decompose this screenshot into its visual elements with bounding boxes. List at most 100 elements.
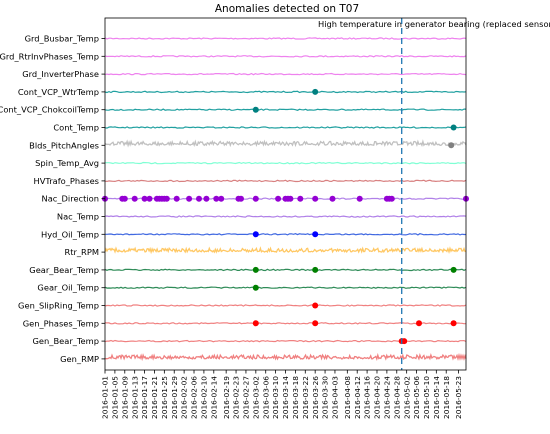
x-tick-label: 2016-03-30 [321, 376, 330, 419]
anomaly-point-nac-direction [218, 195, 225, 202]
y-tick-label: Gen_RMP [60, 354, 99, 364]
anomaly-point-nac-direction [213, 195, 220, 202]
series-line-hvtrafo-phases [104, 179, 467, 183]
anomaly-point-gen-phases-temp [312, 320, 319, 327]
x-tick-label: 2016-04-08 [343, 376, 352, 419]
x-tick-label: 2016-01-01 [101, 376, 110, 419]
x-tick-label: 2016-01-13 [130, 376, 139, 419]
series-line-spin-temp-avg [104, 161, 467, 165]
y-tick-label: Gen_Bear_Temp [33, 336, 100, 346]
anomaly-point-nac-direction [121, 195, 128, 202]
x-tick-label: 2016-02-14 [209, 376, 218, 419]
x-tick-label: 2016-04-03 [331, 376, 340, 419]
x-tick-labels: 2016-01-01 2016-01-05 2016-01-09 2016-01-13… [101, 376, 464, 419]
anomaly-point-gen-bear-temp [401, 338, 408, 345]
anomaly-point-nac-direction [238, 195, 244, 202]
y-tick-label: Grd_RtrInvPhases_Temp [0, 51, 99, 61]
series-line-gear-bear-temp [104, 268, 467, 272]
x-tick-label: 2016-04-20 [373, 376, 382, 419]
x-tick-label: 2016-01-25 [160, 376, 169, 419]
x-tick-label: 2016-03-06 [261, 376, 270, 419]
anomaly-point-nac-direction [141, 195, 148, 202]
x-tick-label: 2016-02-23 [232, 376, 241, 419]
x-tick-label: 2016-02-02 [180, 376, 189, 419]
anomaly-point-nac-direction [131, 195, 138, 202]
anomaly-point-gear-bear-temp [450, 266, 457, 273]
y-tick-label: Cont_Temp [53, 123, 99, 133]
series-line-cont-vcp-chokcoiltemp [104, 108, 466, 111]
anomaly-point-gear-bear-temp [312, 266, 319, 273]
anomaly-point-nac-direction [146, 195, 153, 202]
y-tick-label: Gen_SlipRing_Temp [18, 301, 99, 311]
x-tick-label: 2016-03-26 [311, 376, 320, 419]
series-line-grd-busbar-temp [104, 37, 467, 40]
series-line-rtr-rpm [104, 246, 467, 255]
series-line-gen-bear-temp [104, 339, 467, 343]
y-tick-label: Gen_Phases_Temp [23, 318, 99, 328]
anomaly-point-cont-vcp-chokcoiltemp [252, 106, 259, 113]
x-tick-label: 2016-04-28 [392, 376, 401, 419]
anomaly-point-hyd-oil-temp [252, 231, 259, 238]
y-tick-label: Rtr_RPM [64, 247, 99, 257]
anomaly-point-nac-direction [388, 195, 395, 202]
series-line-grd-inverterphase [104, 72, 467, 76]
anomaly-point-nac-direction [173, 195, 180, 202]
x-tick-label: 2016-01-17 [140, 376, 149, 419]
y-tick-label: Grd_InverterPhase [22, 69, 99, 79]
series-layer [104, 37, 467, 362]
anomaly-point-nac-direction [356, 195, 363, 202]
x-tick-label: 2016-03-22 [301, 376, 310, 419]
anomaly-point-nac-direction [275, 195, 282, 202]
y-tick-label: Spin_Temp_Avg [35, 158, 99, 168]
x-tick-label: 2016-02-10 [200, 376, 209, 419]
x-tick-label: 2016-05-02 [402, 376, 411, 419]
x-tick-label: 2016-03-18 [291, 376, 300, 419]
anomaly-point-gen-phases-temp [416, 320, 422, 327]
anomaly-point-nac-direction [203, 195, 210, 202]
y-tick-label: HVTrafo_Phases [34, 176, 100, 186]
series-line-gen-slipring-temp [104, 304, 467, 307]
series-line-gen-rmp [104, 352, 467, 362]
anomaly-point-nac-direction [312, 195, 319, 202]
series-line-blds-pitchangles [104, 139, 467, 148]
anomaly-point-nac-direction [163, 195, 170, 202]
y-tick-label: Grd_Busbar_Temp [25, 34, 99, 44]
x-tick-label: 2016-02-27 [242, 376, 251, 419]
x-tick-label: 2016-04-16 [363, 376, 372, 419]
x-tick-label: 2016-01-05 [111, 376, 120, 419]
anomaly-point-nac-direction [196, 195, 202, 202]
x-tick-label: 2016-02-06 [190, 376, 199, 419]
x-tick-label: 2016-05-06 [412, 376, 421, 419]
anomaly-point-gen-phases-temp [450, 320, 457, 327]
anomaly-point-gen-slipring-temp [312, 302, 319, 309]
y-tick-label: Nac_Direction [42, 194, 99, 204]
x-tick-label: 2016-01-09 [120, 376, 129, 419]
anomaly-point-nac-direction [297, 195, 304, 202]
y-tick-label: Cont_VCP_WtrTemp [18, 87, 99, 97]
x-tick-label: 2016-03-14 [281, 376, 290, 419]
axis-layer [101, 17, 467, 374]
anomaly-point-cont-temp [450, 124, 457, 131]
x-tick-label: 2016-03-10 [271, 376, 280, 419]
anomaly-point-cont-vcp-wtrtemp [312, 88, 319, 95]
x-tick-label: 2016-01-21 [150, 376, 159, 419]
event-layer: High temperature in generator bearing (r… [318, 18, 550, 370]
anomaly-point-gen-phases-temp [252, 320, 259, 327]
series-line-cont-temp [104, 126, 467, 129]
x-tick-label: 2016-03-02 [251, 376, 260, 419]
series-line-grd-rtrinvphases-temp [104, 55, 467, 58]
x-tick-label: 2016-05-18 [442, 376, 451, 419]
y-tick-label: Gear_Oil_Temp [37, 283, 99, 293]
series-line-cont-vcp-wtrtemp [104, 90, 467, 94]
y-tick-label: Nac_Temp [57, 212, 99, 222]
x-tick-label: 2016-05-10 [422, 376, 431, 419]
series-line-gen-phases-temp [104, 322, 466, 325]
anomaly-point-nac-direction [329, 195, 336, 202]
y-tick-label: Blds_PitchAngles [29, 140, 99, 150]
y-tick-labels: Grd_Busbar_Temp Grd_RtrInvPhases_Temp Grd_… [0, 34, 99, 364]
anomaly-point-blds-pitchangles [448, 142, 455, 149]
x-tick-label: 2016-02-19 [222, 376, 231, 419]
anomaly-point-hyd-oil-temp [312, 231, 319, 238]
